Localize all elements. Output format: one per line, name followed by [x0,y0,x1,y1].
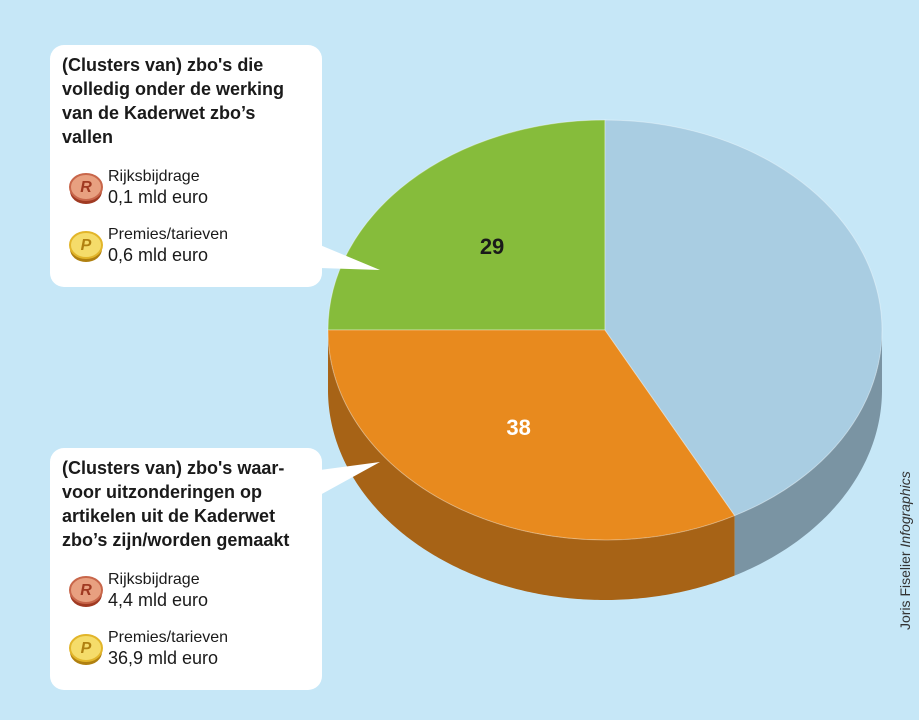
data-label: 29 [480,234,504,259]
pie-side [734,331,882,576]
callout-title: van de Kaderwet zbo’s [62,103,255,123]
item-amount: 0,6 mld euro [108,245,208,265]
pie-slice [327,119,606,331]
pie-slice [604,119,883,517]
pie-side [328,332,735,600]
callout-title: vallen [62,127,113,147]
credit: Joris Fiselier Infographics [897,471,913,630]
callout-title: (Clusters van) zbo's die [62,55,263,75]
item-label: Premies/tarieven [108,226,228,243]
coin [69,634,103,662]
item-label: Rijksbijdrage [108,168,200,185]
coin-letter: R [80,582,92,599]
coin-letter: R [80,179,92,196]
item-amount: 4,4 mld euro [108,590,208,610]
callout-title: artikelen uit de Kaderwet [62,506,275,526]
coin [69,231,103,259]
callout-pointer [320,462,380,495]
coin [69,173,103,201]
coin-letter: P [81,640,92,657]
callout-title: zbo’s zijn/worden gemaakt [62,530,289,550]
item-amount: 36,9 mld euro [108,648,218,668]
item-label: Premies/tarieven [108,629,228,646]
callout-pointer [320,245,380,270]
coin-letter: P [81,237,92,254]
callouts: (Clusters van) zbo's die volledig onder d… [50,45,380,690]
callout-title: voor uitzonderingen op [62,482,262,502]
credit-suffix: Infographics [897,471,913,547]
item-amount: 0,1 mld euro [108,187,208,207]
callout-title: volledig onder de werking [62,79,284,99]
pie: 29 38 [327,119,883,600]
callout-box [50,448,322,690]
callout-title: (Clusters van) zbo's waar- [62,458,284,478]
callout-box [50,45,322,287]
item-label: Rijksbijdrage [108,571,200,588]
credit-name: Joris Fiselier [897,551,913,630]
data-label: 38 [506,415,530,440]
coin [69,576,103,604]
pie-slice [327,329,736,541]
